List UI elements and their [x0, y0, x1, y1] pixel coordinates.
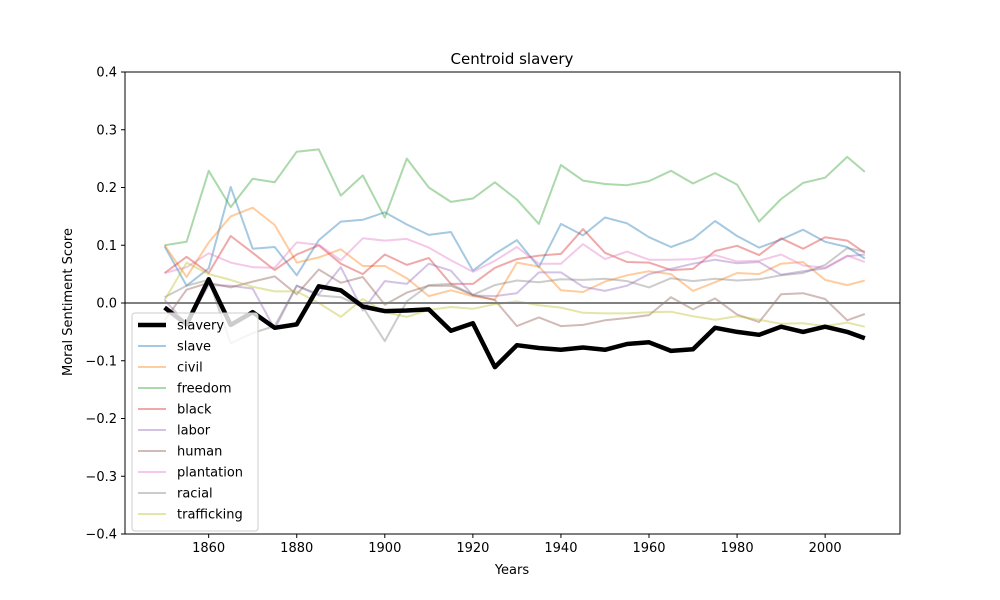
x-axis-label: Years — [494, 563, 530, 578]
series-line-human — [163, 268, 866, 328]
y-tick-label: −0.3 — [85, 470, 117, 485]
legend-label-black: black — [177, 403, 212, 418]
axis-layer: 1860 1880 1900 1920 1940 1960 1980 2000 −0.4 −0.3… — [85, 66, 901, 556]
series-line-labor — [163, 253, 865, 330]
series-line-slave — [163, 185, 866, 287]
legend-label-labor: labor — [177, 424, 211, 439]
series-line-racial — [164, 247, 865, 345]
chart-title: Centroid slavery — [451, 50, 574, 68]
x-tick-label: 1960 — [632, 541, 665, 556]
x-tick-label: 1940 — [544, 541, 577, 556]
series-line-black — [164, 228, 866, 285]
y-tick-label: 0.1 — [96, 239, 117, 254]
y-tick-label: 0.4 — [96, 66, 117, 81]
legend-label-human: human — [177, 445, 222, 460]
x-tick-label: 1900 — [368, 541, 401, 556]
series-line-plantation — [164, 237, 866, 274]
legend: slavery slave civil freedom black labor human p… — [131, 312, 259, 532]
series-layer — [125, 148, 900, 370]
y-tick-label: 0.0 — [96, 297, 117, 312]
y-tick-label: −0.2 — [85, 412, 117, 427]
series-line-slavery — [163, 277, 866, 370]
series-line-trafficking — [163, 261, 866, 328]
x-tick-label: 1980 — [721, 541, 754, 556]
series-line-civil — [163, 206, 866, 301]
x-tick-label: 1880 — [280, 541, 313, 556]
legend-label-civil: civil — [177, 361, 203, 376]
legend-label-plantation: plantation — [177, 466, 243, 481]
legend-label-racial: racial — [177, 487, 213, 502]
y-tick-label: 0.2 — [96, 181, 117, 196]
legend-label-slavery: slavery — [177, 319, 224, 334]
series-line-freedom — [164, 148, 866, 247]
x-tick-label: 1860 — [192, 541, 225, 556]
y-tick-label: 0.3 — [96, 123, 117, 138]
y-axis-label: Moral Sentiment Score — [61, 228, 76, 376]
x-tick-label: 2000 — [809, 541, 842, 556]
legend-label-trafficking: trafficking — [177, 508, 243, 523]
legend-label-freedom: freedom — [177, 382, 232, 397]
y-tick-label: −0.4 — [85, 528, 117, 543]
legend-box — [131, 312, 259, 532]
y-tick-label: −0.1 — [85, 354, 117, 369]
x-tick-label: 1920 — [456, 541, 489, 556]
legend-label-slave: slave — [177, 340, 211, 355]
